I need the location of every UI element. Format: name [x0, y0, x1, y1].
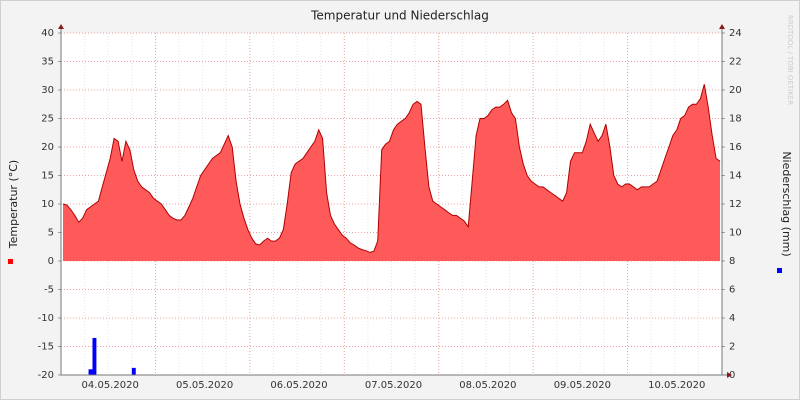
y-tick-label: 25 — [41, 114, 54, 125]
x-tick-label: 04.05.2020 — [82, 380, 139, 391]
x-tick-label: 07.05.2020 — [365, 380, 422, 391]
legend-swatch — [8, 259, 13, 264]
y2-tick-label: 8 — [729, 256, 735, 267]
y2-tick-label: 2 — [729, 342, 735, 353]
y2-tick-label: 10 — [729, 228, 742, 239]
y-tick-label: 30 — [41, 85, 54, 96]
y2-tick-label: 20 — [729, 85, 742, 96]
y2-tick-label: 6 — [729, 285, 735, 296]
precipitation-bar — [131, 367, 136, 375]
axis-arrow — [58, 24, 64, 29]
y2-tick-label: 12 — [729, 199, 742, 210]
axis-arrow — [727, 372, 732, 378]
precipitation-bar — [92, 337, 97, 375]
y-tick-label: -10 — [38, 313, 54, 324]
y-tick-label: -20 — [38, 370, 54, 381]
y-tick-label: -5 — [44, 285, 54, 296]
y2-tick-label: 14 — [729, 171, 742, 182]
y-axis-label: Temperatur (°C) — [7, 160, 20, 249]
x-tick-label: 10.05.2020 — [648, 380, 705, 391]
y2-tick-label: 22 — [729, 57, 742, 68]
x-tick-label: 05.05.2020 — [176, 380, 233, 391]
legend-swatch — [777, 268, 782, 273]
y-tick-label: 5 — [48, 228, 54, 239]
y2-tick-label: 18 — [729, 114, 742, 125]
y2-tick-label: 0 — [729, 370, 735, 381]
x-tick-label: 09.05.2020 — [554, 380, 611, 391]
temperature-line — [62, 84, 721, 253]
x-tick-label: 06.05.2020 — [270, 380, 327, 391]
y-tick-label: 40 — [41, 28, 54, 39]
y2-tick-label: 24 — [729, 28, 742, 39]
axis-arrow — [719, 24, 725, 29]
chart-title: Temperatur und Niederschlag — [310, 9, 489, 23]
x-tick-label: 08.05.2020 — [459, 380, 516, 391]
y-tick-label: 20 — [41, 142, 54, 153]
y-tick-label: 15 — [41, 171, 54, 182]
y2-axis-label: Niederschlag (mm) — [780, 151, 793, 256]
y-tick-label: 0 — [48, 256, 54, 267]
watermark: RRDTOOL / TOBI OETIKER — [786, 15, 794, 105]
y2-tick-label: 16 — [729, 142, 742, 153]
y-tick-label: -15 — [38, 342, 54, 353]
y2-tick-label: 4 — [729, 313, 735, 324]
temperature-area — [62, 84, 721, 261]
precipitation-bar — [88, 369, 93, 375]
y-tick-label: 10 — [41, 199, 54, 210]
y-tick-label: 35 — [41, 57, 54, 68]
